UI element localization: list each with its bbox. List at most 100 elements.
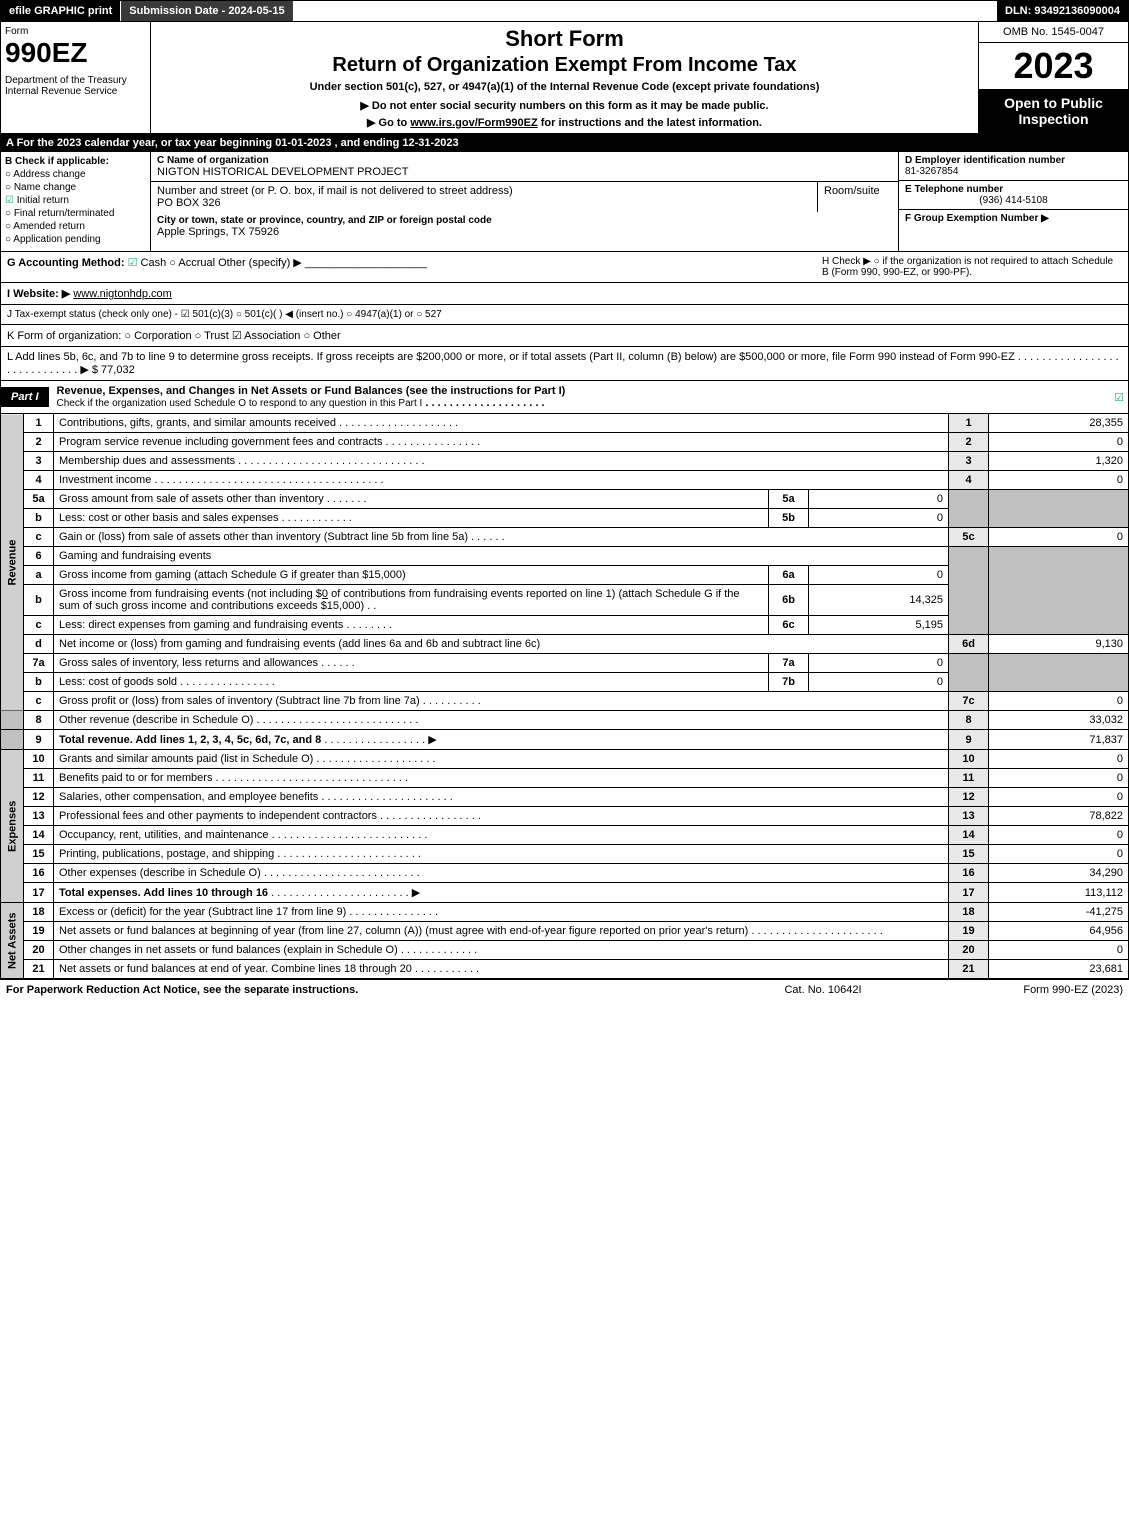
street-cell: Number and street (or P. O. box, if mail…	[151, 182, 818, 212]
chk-accrual[interactable]: Accrual	[169, 257, 215, 269]
row-j-tax-exempt: J Tax-exempt status (check only one) - ☑…	[0, 305, 1129, 325]
section-b-label: B Check if applicable:	[5, 156, 146, 167]
num-11: 11	[949, 769, 989, 788]
num-15: 15	[949, 845, 989, 864]
subval-5a: 0	[809, 490, 949, 509]
desc-8: Other revenue (describe in Schedule O) .…	[54, 711, 949, 730]
org-name: NIGTON HISTORICAL DEVELOPMENT PROJECT	[157, 166, 892, 178]
subval-6a: 0	[809, 566, 949, 585]
title-return: Return of Organization Exempt From Incom…	[155, 54, 974, 77]
val-17: 113,112	[989, 883, 1129, 903]
part-i-title: Revenue, Expenses, and Changes in Net As…	[49, 381, 1111, 413]
side-expenses: Expenses	[1, 750, 24, 903]
footer-mid: Cat. No. 10642I	[723, 984, 923, 996]
desc-6c: Less: direct expenses from gaming and fu…	[54, 616, 769, 635]
ln-5b: b	[24, 509, 54, 528]
desc-1: Contributions, gifts, grants, and simila…	[54, 414, 949, 433]
ln-6: 6	[24, 547, 54, 566]
num-3: 3	[949, 452, 989, 471]
chk-initial-return[interactable]: Initial return	[5, 195, 146, 206]
num-16: 16	[949, 864, 989, 883]
dln-label: DLN: 93492136090004	[997, 1, 1128, 21]
desc-21: Net assets or fund balances at end of ye…	[54, 960, 949, 979]
chk-application-pending[interactable]: Application pending	[5, 234, 146, 245]
num-6d: 6d	[949, 635, 989, 654]
row-g-h: G Accounting Method: Cash Accrual Other …	[0, 252, 1129, 283]
g-label: G Accounting Method:	[7, 257, 125, 269]
subval-6b: 14,325	[809, 585, 949, 616]
note-ssn: ▶ Do not enter social security numbers o…	[155, 99, 974, 112]
num-17: 17	[949, 883, 989, 903]
desc-5c: Gain or (loss) from sale of assets other…	[54, 528, 949, 547]
group-label: F Group Exemption Number ▶	[905, 213, 1122, 224]
ln-16: 16	[24, 864, 54, 883]
phone-cell: E Telephone number (936) 414-5108	[899, 181, 1128, 210]
val-12: 0	[989, 788, 1129, 807]
tax-year: 2023	[979, 43, 1128, 89]
ln-21: 21	[24, 960, 54, 979]
val-5c: 0	[989, 528, 1129, 547]
efile-print-button[interactable]: efile GRAPHIC print	[1, 1, 121, 21]
desc-7b: Less: cost of goods sold . . . . . . . .…	[54, 673, 769, 692]
part-i-check-text: Check if the organization used Schedule …	[57, 398, 423, 409]
desc-3: Membership dues and assessments . . . . …	[54, 452, 949, 471]
page-footer: For Paperwork Reduction Act Notice, see …	[0, 979, 1129, 1000]
ln-17: 17	[24, 883, 54, 903]
city-label: City or town, state or province, country…	[157, 215, 892, 226]
section-b-checkboxes: B Check if applicable: Address change Na…	[1, 152, 151, 251]
org-name-label: C Name of organization	[157, 155, 892, 166]
top-bar: efile GRAPHIC print Submission Date - 20…	[0, 0, 1129, 22]
desc-18: Excess or (deficit) for the year (Subtra…	[54, 903, 949, 922]
num-8: 8	[949, 711, 989, 730]
sub-7b: 7b	[769, 673, 809, 692]
org-info-block: B Check if applicable: Address change Na…	[0, 152, 1129, 252]
num-7c: 7c	[949, 692, 989, 711]
chk-amended[interactable]: Amended return	[5, 221, 146, 232]
val-3: 1,320	[989, 452, 1129, 471]
ln-5a: 5a	[24, 490, 54, 509]
ein-label: D Employer identification number	[905, 155, 1122, 166]
part-i-header: Part I Revenue, Expenses, and Changes in…	[0, 381, 1129, 414]
grey-6	[949, 547, 989, 635]
desc-5a: Gross amount from sale of assets other t…	[54, 490, 769, 509]
sub-6b: 6b	[769, 585, 809, 616]
note-goto: ▶ Go to www.irs.gov/Form990EZ for instru…	[155, 116, 974, 129]
schedule-o-checkbox[interactable]	[1110, 387, 1128, 408]
irs-link[interactable]: www.irs.gov/Form990EZ	[410, 117, 537, 129]
desc-13: Professional fees and other payments to …	[54, 807, 949, 826]
ln-18: 18	[24, 903, 54, 922]
desc-6b: Gross income from fundraising events (no…	[54, 585, 769, 616]
goto-prefix: ▶ Go to	[367, 117, 410, 129]
ln-4: 4	[24, 471, 54, 490]
desc-19: Net assets or fund balances at beginning…	[54, 922, 949, 941]
footer-right: Form 990-EZ (2023)	[923, 984, 1123, 996]
side-netassets: Net Assets	[1, 903, 24, 979]
section-d-e-f: D Employer identification number 81-3267…	[898, 152, 1128, 251]
section-c-org: C Name of organization NIGTON HISTORICAL…	[151, 152, 898, 251]
row-i-website: I Website: ▶ www.nigtonhdp.com	[0, 283, 1129, 305]
website-link[interactable]: www.nigtonhdp.com	[73, 288, 171, 300]
val-21: 23,681	[989, 960, 1129, 979]
sub-5a: 5a	[769, 490, 809, 509]
num-13: 13	[949, 807, 989, 826]
val-14: 0	[989, 826, 1129, 845]
chk-cash[interactable]: Cash	[128, 257, 167, 269]
side-blank-9	[1, 730, 24, 750]
room-label: Room/suite	[824, 185, 892, 197]
desc-2: Program service revenue including govern…	[54, 433, 949, 452]
other-specify: Other (specify) ▶	[218, 257, 302, 269]
submission-date: Submission Date - 2024-05-15	[121, 1, 292, 21]
phone-label: E Telephone number	[905, 184, 1122, 195]
num-21: 21	[949, 960, 989, 979]
org-name-cell: C Name of organization NIGTON HISTORICAL…	[151, 152, 898, 182]
desc-20: Other changes in net assets or fund bala…	[54, 941, 949, 960]
chk-name-change[interactable]: Name change	[5, 182, 146, 193]
num-18: 18	[949, 903, 989, 922]
row-l-gross-receipts: L Add lines 5b, 6c, and 7b to line 9 to …	[0, 347, 1129, 381]
chk-address-change[interactable]: Address change	[5, 169, 146, 180]
num-12: 12	[949, 788, 989, 807]
ln-2: 2	[24, 433, 54, 452]
num-4: 4	[949, 471, 989, 490]
chk-final-return[interactable]: Final return/terminated	[5, 208, 146, 219]
street-value: PO BOX 326	[157, 197, 811, 209]
